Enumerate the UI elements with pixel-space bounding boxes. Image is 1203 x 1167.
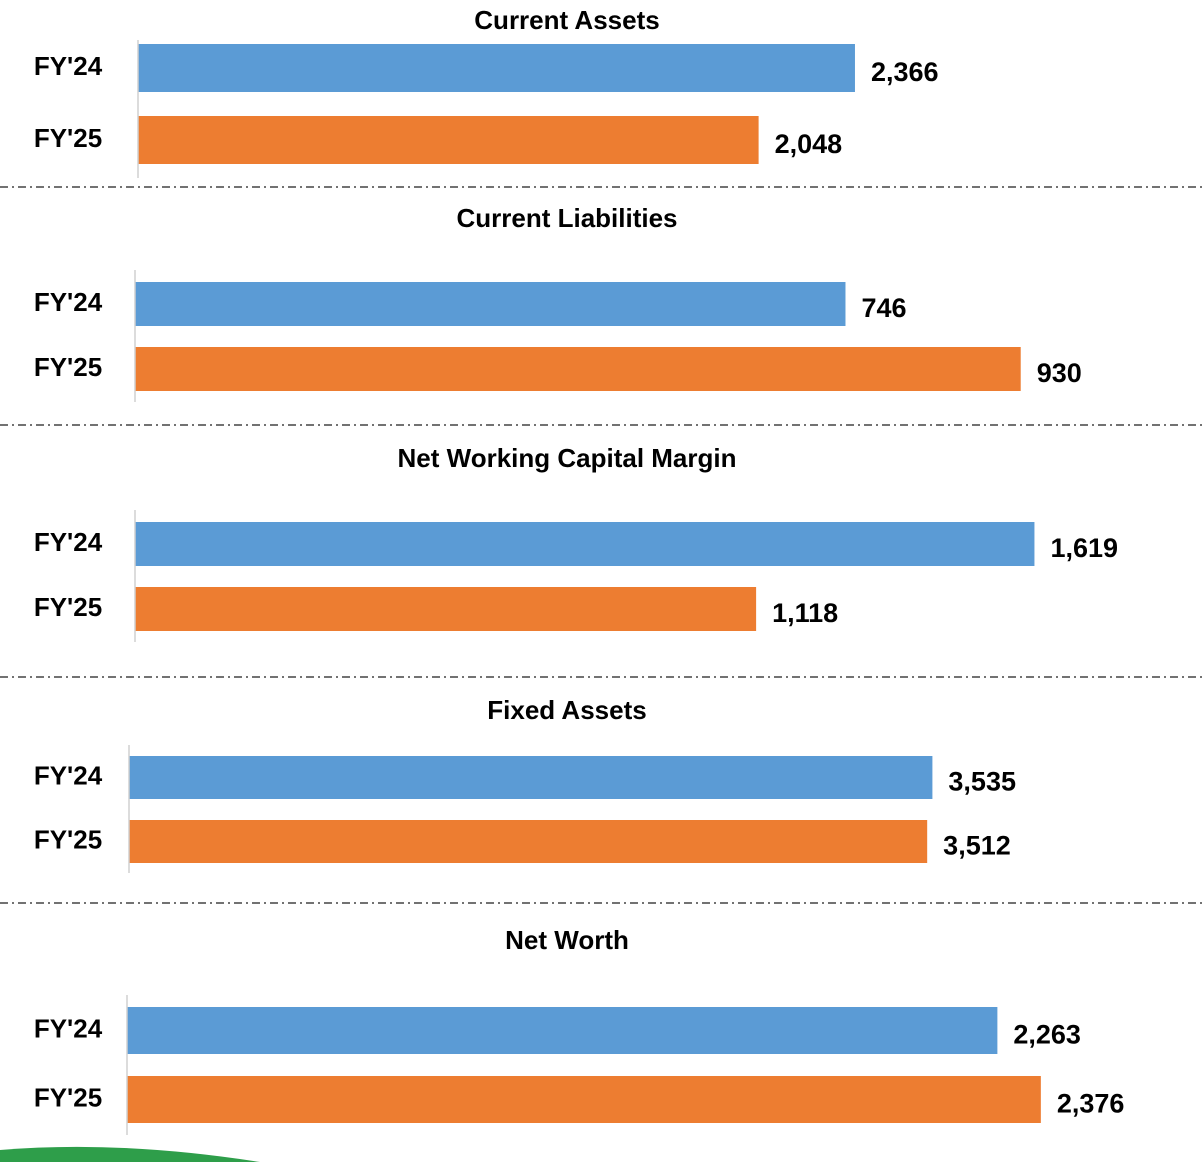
value-label: 3,512 <box>943 831 1011 861</box>
bar <box>135 347 1021 391</box>
bar <box>129 820 928 863</box>
bar <box>135 587 757 631</box>
chart-title: Current Liabilities <box>456 203 677 233</box>
value-label: 2,263 <box>1013 1020 1081 1050</box>
bar <box>129 756 933 799</box>
category-label: FY'25 <box>34 1082 102 1112</box>
bar <box>135 282 846 326</box>
category-label: FY'24 <box>34 760 103 790</box>
category-label: FY'24 <box>34 1013 103 1043</box>
category-label: FY'24 <box>34 527 103 557</box>
category-label: FY'24 <box>34 51 103 81</box>
value-label: 930 <box>1037 358 1082 388</box>
bar <box>127 1007 998 1054</box>
category-label: FY'25 <box>34 592 102 622</box>
bar <box>135 522 1035 566</box>
chart-title: Fixed Assets <box>487 695 646 725</box>
value-label: 1,118 <box>772 598 838 628</box>
value-label: 3,535 <box>948 767 1016 797</box>
chart-title: Net Working Capital Margin <box>398 443 737 473</box>
category-label: FY'24 <box>34 287 103 317</box>
bar <box>138 44 855 92</box>
value-label: 2,048 <box>775 129 843 159</box>
value-label: 2,376 <box>1057 1089 1125 1119</box>
category-label: FY'25 <box>34 352 102 382</box>
chart-title: Current Assets <box>474 5 659 35</box>
value-label: 2,366 <box>871 57 939 87</box>
value-label: 1,619 <box>1050 533 1118 563</box>
category-label: FY'25 <box>34 824 102 854</box>
bar <box>138 116 759 164</box>
category-label: FY'25 <box>34 123 102 153</box>
chart-title: Net Worth <box>505 925 629 955</box>
bar <box>127 1076 1041 1123</box>
decor-swoosh <box>0 1146 260 1162</box>
value-label: 746 <box>861 293 906 323</box>
